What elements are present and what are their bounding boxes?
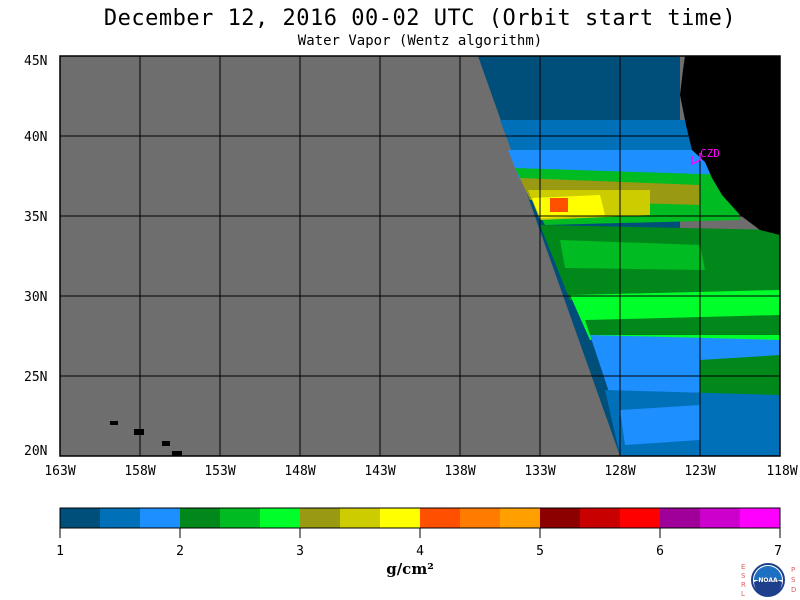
colorbar-swatch <box>60 508 101 528</box>
station-label: CZD <box>700 147 720 160</box>
colorbar-swatch <box>140 508 181 528</box>
lat-label: 30N <box>24 290 47 305</box>
lat-label: 35N <box>24 210 47 225</box>
colorbar-swatch <box>300 508 341 528</box>
lon-label: 123W <box>684 464 715 479</box>
lon-label: 118W <box>766 464 797 479</box>
esrl-letter: L <box>741 590 745 598</box>
colorbar-swatch <box>420 508 461 528</box>
colorbar-swatch <box>380 508 421 528</box>
hawaii-islands <box>110 421 182 456</box>
map-frame <box>59 55 781 457</box>
lat-label: 20N <box>24 444 47 459</box>
colorbar-tick-label: 3 <box>296 544 304 559</box>
colorbar <box>60 508 781 528</box>
map-panel: CZD <box>59 55 781 457</box>
lat-labels: 45N 40N 35N 30N 25N 20N <box>24 54 47 459</box>
lon-label: 163W <box>44 464 75 479</box>
psd-letter: D <box>791 586 796 594</box>
lat-label: 40N <box>24 130 47 145</box>
lon-label: 153W <box>204 464 235 479</box>
colorbar-tick-label: 6 <box>656 544 664 559</box>
map-grid <box>60 56 780 456</box>
noaa-text: NOAA <box>758 577 778 584</box>
chart-subtitle: Water Vapor (Wentz algorithm) <box>297 33 543 49</box>
colorbar-swatch <box>500 508 541 528</box>
colorbar-tick-label: 1 <box>56 544 64 559</box>
chart-title: December 12, 2016 00-02 UTC (Orbit start… <box>103 6 737 31</box>
colorbar-swatch <box>220 508 261 528</box>
colorbar-swatch <box>740 508 781 528</box>
lat-label: 45N <box>24 54 47 69</box>
colorbar-swatch <box>340 508 381 528</box>
station-marker: CZD <box>691 147 720 166</box>
lon-label: 148W <box>284 464 315 479</box>
esrl-letter: S <box>741 572 746 580</box>
esrl-letter: E <box>741 563 745 571</box>
colorbar-swatch <box>540 508 581 528</box>
colorbar-swatch <box>620 508 661 528</box>
lon-label: 158W <box>124 464 155 479</box>
colorbar-unit-label: g/cm² <box>386 560 434 578</box>
colorbar-tick-label: 7 <box>774 544 782 559</box>
colorbar-swatch <box>180 508 221 528</box>
data-swath <box>478 56 780 456</box>
esrl-letter: R <box>741 581 746 589</box>
psd-letter: S <box>791 576 796 584</box>
lat-label: 25N <box>24 370 47 385</box>
colorbar-tick-labels: 1 2 3 4 5 6 7 <box>56 544 782 559</box>
psd-letter: P <box>791 566 795 574</box>
lon-label: 128W <box>604 464 635 479</box>
colorbar-swatch <box>660 508 701 528</box>
colorbar-swatch <box>580 508 621 528</box>
colorbar-swatch <box>700 508 741 528</box>
lon-label: 143W <box>364 464 395 479</box>
lon-labels: 163W 158W 153W 148W 143W 138W 133W 128W … <box>44 464 797 479</box>
lon-label: 133W <box>524 464 555 479</box>
land-mass <box>680 56 780 235</box>
colorbar-swatch <box>460 508 501 528</box>
colorbar-tick-label: 5 <box>536 544 544 559</box>
colorbar-tick-label: 2 <box>176 544 184 559</box>
colorbar-ticks <box>59 528 781 538</box>
colorbar-swatch <box>260 508 301 528</box>
lon-label: 138W <box>444 464 475 479</box>
colorbar-swatch <box>100 508 141 528</box>
colorbar-tick-label: 4 <box>416 544 424 559</box>
noaa-logo: E S R L NOAA P S D <box>741 563 796 598</box>
